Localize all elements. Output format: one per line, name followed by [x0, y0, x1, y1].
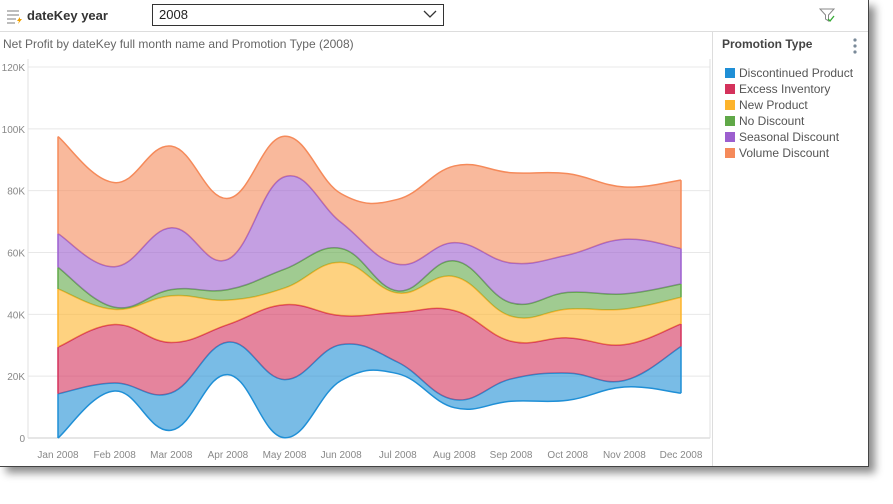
legend-label: New Product: [739, 98, 808, 112]
slicer-bar: dateKey year 2008: [0, 0, 868, 32]
legend-swatch: [725, 100, 735, 110]
legend-item[interactable]: Volume Discount: [725, 146, 829, 160]
line-volume-discount: [57, 135, 682, 205]
more-options-icon[interactable]: [852, 37, 858, 55]
chart-title: Net Profit by dateKey full month name an…: [3, 37, 354, 51]
x-tick-label: Jul 2008: [379, 450, 417, 461]
legend-swatch: [725, 68, 735, 78]
legend-item[interactable]: Discontinued Product: [725, 66, 853, 80]
area-volume-discount: [58, 136, 681, 267]
legend-title: Promotion Type: [722, 37, 813, 51]
y-tick-label: 100K: [2, 125, 26, 136]
area-seasonal-discount: [58, 175, 681, 308]
legend: Promotion Type Discontinued Product Exces…: [712, 32, 869, 466]
x-tick-label: Dec 2008: [660, 450, 703, 461]
year-dropdown[interactable]: 2008: [152, 4, 444, 26]
y-tick-label: 40K: [7, 310, 25, 321]
visual-frame: dateKey year 2008 Net Profit by dateKey …: [0, 0, 869, 467]
area-new-product: [58, 262, 681, 348]
legend-item[interactable]: Excess Inventory: [725, 82, 830, 96]
slicer-label: dateKey year: [27, 8, 108, 23]
stream-area-chart: 0 20K 40K 60K 80K 100K 120K Jan 2008 Feb 2008 Mar…: [2, 59, 711, 461]
area-excess-inventory: [58, 304, 681, 401]
x-tick-label: Nov 2008: [603, 450, 646, 461]
x-tick-label: Sep 2008: [490, 450, 533, 461]
year-dropdown-value: 2008: [159, 7, 188, 22]
legend-item[interactable]: No Discount: [725, 114, 804, 128]
area-discontinued-product: [58, 342, 681, 438]
chevron-down-icon: [423, 10, 437, 18]
y-tick-label: 60K: [7, 249, 25, 260]
legend-swatch: [725, 148, 735, 158]
x-tick-label: Oct 2008: [547, 450, 588, 461]
slicer-icon: [7, 10, 22, 24]
legend-label: No Discount: [739, 114, 805, 128]
x-tick-label: Jan 2008: [37, 450, 79, 461]
baseline-line: [57, 369, 682, 439]
legend-label: Excess Inventory: [739, 82, 831, 96]
legend-label: Discontinued Product: [739, 66, 854, 80]
legend-label: Seasonal Discount: [739, 130, 840, 144]
legend-swatch: [725, 116, 735, 126]
x-tick-label: Mar 2008: [150, 450, 193, 461]
legend-label: Volume Discount: [739, 146, 830, 160]
y-tick-label: 20K: [7, 372, 25, 383]
x-tick-label: Aug 2008: [433, 450, 476, 461]
x-tick-label: Apr 2008: [208, 450, 249, 461]
legend-item[interactable]: Seasonal Discount: [725, 130, 839, 144]
legend-swatch: [725, 84, 735, 94]
legend-item[interactable]: New Product: [725, 98, 808, 112]
filter-icon[interactable]: [819, 7, 835, 23]
x-tick-label: May 2008: [263, 450, 307, 461]
x-tick-label: Feb 2008: [94, 450, 137, 461]
y-tick-label: 0: [19, 434, 25, 445]
y-tick-label: 120K: [2, 63, 26, 74]
legend-swatch: [725, 132, 735, 142]
x-tick-label: Jun 2008: [321, 450, 363, 461]
y-tick-label: 80K: [7, 187, 25, 198]
